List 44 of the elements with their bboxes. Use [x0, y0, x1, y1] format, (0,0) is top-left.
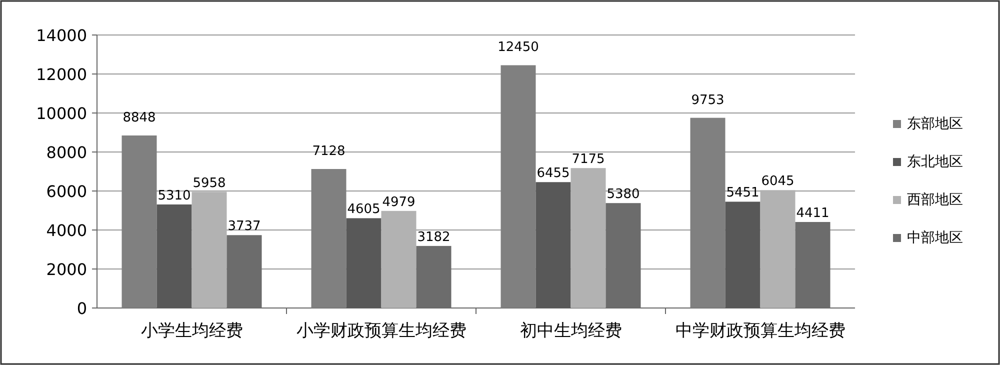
- data-label: 4979: [382, 194, 416, 210]
- y-tick-label: 10000: [36, 104, 87, 123]
- y-tick-label: 0: [76, 299, 87, 318]
- legend-label: 东部地区: [907, 116, 963, 132]
- bar: [122, 135, 157, 308]
- y-tick-label: 14000: [36, 26, 87, 45]
- x-tick-label: 小学生均经费: [140, 321, 243, 341]
- bar: [760, 190, 796, 308]
- data-label: 4411: [796, 206, 830, 221]
- y-tick-label: 6000: [46, 182, 87, 201]
- data-label: 7128: [312, 144, 346, 160]
- bar: [725, 202, 760, 308]
- bar: [156, 204, 192, 308]
- data-label: 4605: [347, 202, 380, 218]
- y-tick-label: 2000: [46, 260, 87, 279]
- bar: [381, 210, 416, 308]
- bar: [192, 192, 227, 308]
- bar: [570, 168, 606, 308]
- y-tick-label: 8000: [46, 143, 87, 162]
- bar: [311, 169, 346, 308]
- data-label: 5380: [606, 187, 640, 202]
- legend-label: 中部地区: [907, 230, 963, 246]
- y-tick-label: 4000: [46, 221, 87, 240]
- data-label: 6455: [536, 166, 570, 182]
- legend-label: 东北地区: [907, 154, 963, 170]
- x-tick-label: 初中生均经费: [520, 321, 622, 341]
- data-label: 12450: [498, 40, 539, 56]
- data-label: 3182: [417, 230, 450, 245]
- bar: [536, 182, 571, 308]
- legend-label: 西部地区: [907, 192, 963, 208]
- y-tick-label: 12000: [36, 65, 87, 84]
- bar: [346, 218, 382, 308]
- data-label: 6045: [761, 174, 794, 190]
- data-label: 3737: [228, 219, 261, 234]
- data-label: 5310: [158, 188, 191, 204]
- bar: [690, 118, 726, 308]
- data-label: 8848: [122, 110, 156, 126]
- data-label: 7175: [572, 152, 605, 168]
- x-tick-label: 中学财政预算生均经费: [675, 321, 846, 341]
- bar: [500, 65, 536, 308]
- data-label: 5451: [726, 186, 760, 201]
- data-label: 5958: [192, 176, 226, 191]
- x-tick-label: 小学财政预算生均经费: [296, 321, 466, 341]
- data-label: 9753: [691, 92, 724, 108]
